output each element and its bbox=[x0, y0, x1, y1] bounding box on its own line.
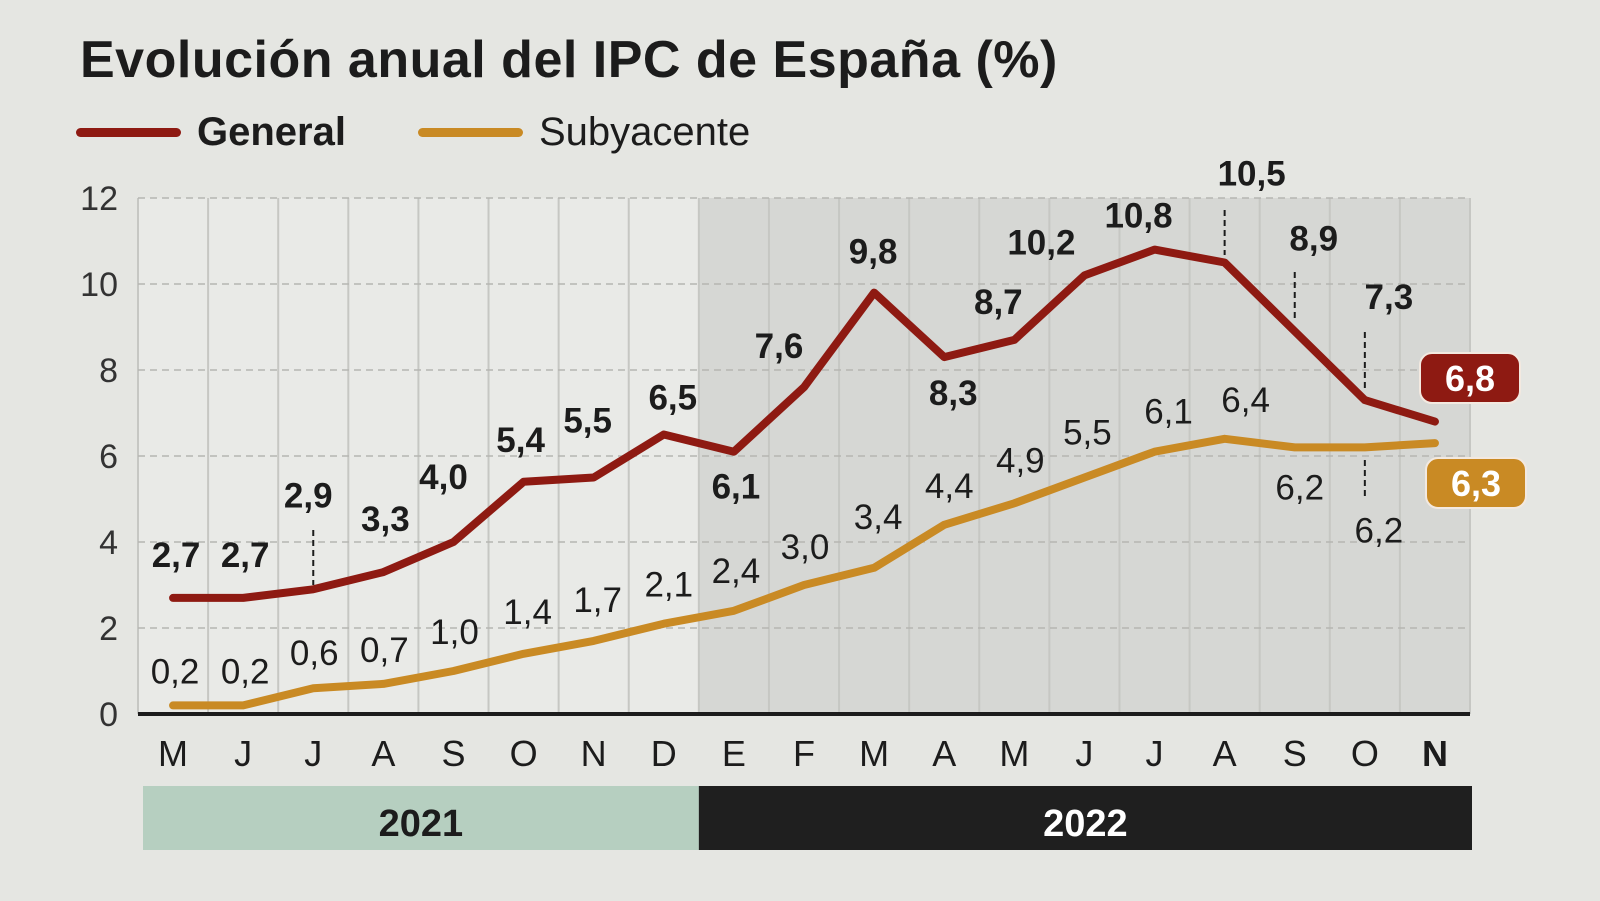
legend-item-general: General bbox=[76, 110, 346, 155]
data-label-subyacente: 3,4 bbox=[854, 498, 903, 537]
data-label-subyacente: 6,2 bbox=[1275, 468, 1324, 507]
y-tick-label: 8 bbox=[99, 352, 118, 390]
x-tick-label: D bbox=[651, 733, 677, 774]
x-tick-label: M bbox=[999, 733, 1029, 774]
x-tick-label: J bbox=[1075, 733, 1093, 774]
y-tick-label: 12 bbox=[80, 180, 118, 218]
x-tick-label: O bbox=[510, 733, 538, 774]
x-tick-label: E bbox=[722, 733, 746, 774]
data-label-subyacente: 0,7 bbox=[360, 631, 409, 670]
y-tick-label: 6 bbox=[99, 438, 118, 476]
y-tick-label: 10 bbox=[80, 266, 118, 304]
data-label-subyacente: 6,1 bbox=[1144, 393, 1193, 432]
data-label-general: 10,2 bbox=[1007, 223, 1075, 262]
end-value-badge-subyacente bbox=[1425, 457, 1527, 509]
data-label-general: 3,3 bbox=[361, 500, 410, 539]
end-value-label: 6,8 bbox=[1445, 358, 1495, 399]
y-tick-label: 4 bbox=[99, 524, 118, 562]
data-label-general: 8,9 bbox=[1289, 219, 1338, 258]
x-tick-label: O bbox=[1351, 733, 1379, 774]
end-value-label: 6,3 bbox=[1451, 463, 1501, 504]
x-tick-label: J bbox=[1146, 733, 1164, 774]
legend-label-subyacente: Subyacente bbox=[539, 110, 751, 154]
data-label-general: 5,4 bbox=[496, 421, 545, 460]
data-label-general: 2,7 bbox=[221, 536, 270, 575]
series-line-subyacente bbox=[169, 434, 1439, 710]
data-label-subyacente: 4,9 bbox=[996, 441, 1045, 480]
data-label-general: 10,8 bbox=[1104, 197, 1172, 236]
data-label-subyacente: 2,4 bbox=[712, 552, 761, 591]
data-label-subyacente: 6,4 bbox=[1221, 381, 1270, 420]
x-tick-label: M bbox=[859, 733, 889, 774]
y-tick-label: 0 bbox=[99, 696, 118, 734]
data-label-subyacente: 6,2 bbox=[1355, 511, 1404, 550]
data-label-general: 5,5 bbox=[563, 402, 612, 441]
data-label-subyacente: 1,0 bbox=[430, 613, 479, 652]
data-label-subyacente: 0,2 bbox=[221, 652, 270, 691]
year-label: 2021 bbox=[379, 803, 464, 845]
x-tick-label: A bbox=[1213, 733, 1237, 774]
x-tick-label: N bbox=[1422, 733, 1448, 774]
y-tick-label: 2 bbox=[99, 610, 118, 648]
legend-item-subyacente: Subyacente bbox=[418, 110, 750, 155]
year-band-2021 bbox=[143, 786, 699, 850]
x-tick-label: J bbox=[304, 733, 322, 774]
year-label: 2022 bbox=[1043, 803, 1128, 845]
legend-swatch-general bbox=[76, 128, 181, 137]
data-label-subyacente: 4,4 bbox=[925, 467, 974, 506]
data-label-subyacente: 1,7 bbox=[573, 581, 622, 620]
data-label-general: 7,3 bbox=[1365, 278, 1414, 317]
legend-label-general: General bbox=[197, 110, 346, 154]
data-label-general: 4,0 bbox=[419, 458, 468, 497]
data-label-general: 2,9 bbox=[284, 476, 333, 515]
x-tick-label: F bbox=[793, 733, 815, 774]
data-label-general: 10,5 bbox=[1218, 155, 1286, 194]
chart-title: Evolución anual del IPC de España (%) bbox=[80, 31, 1058, 89]
x-tick-label: A bbox=[932, 733, 956, 774]
data-label-general: 8,3 bbox=[929, 374, 978, 413]
data-label-subyacente: 0,2 bbox=[151, 652, 200, 691]
data-label-general: 7,6 bbox=[755, 327, 804, 366]
legend-swatch-subyacente bbox=[418, 128, 523, 137]
end-value-badge-general bbox=[1419, 352, 1521, 404]
x-tick-label: S bbox=[441, 733, 465, 774]
x-tick-label: S bbox=[1283, 733, 1307, 774]
data-label-subyacente: 5,5 bbox=[1063, 414, 1112, 453]
x-tick-label: J bbox=[234, 733, 252, 774]
data-label-subyacente: 2,1 bbox=[644, 566, 693, 605]
data-label-general: 2,7 bbox=[152, 536, 201, 575]
data-label-general: 6,1 bbox=[712, 468, 761, 507]
data-label-general: 6,5 bbox=[648, 379, 697, 418]
year-band-2022 bbox=[698, 786, 1472, 850]
data-label-subyacente: 3,0 bbox=[781, 528, 830, 567]
x-tick-label: A bbox=[371, 733, 395, 774]
data-label-general: 9,8 bbox=[849, 233, 898, 272]
data-label-subyacente: 0,6 bbox=[290, 634, 339, 673]
x-tick-label: M bbox=[158, 733, 188, 774]
series-line-general bbox=[169, 245, 1439, 602]
x-tick-label: N bbox=[581, 733, 607, 774]
data-label-subyacente: 1,4 bbox=[503, 593, 552, 632]
data-label-general: 8,7 bbox=[974, 283, 1023, 322]
